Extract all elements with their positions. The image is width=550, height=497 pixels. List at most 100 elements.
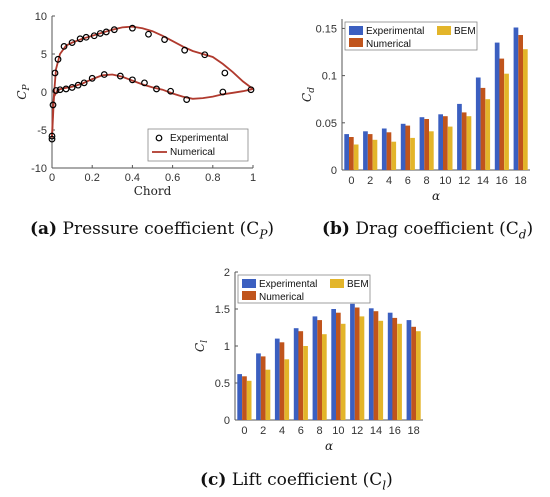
cl-bar-bem (303, 346, 308, 420)
cd-x-tick-label: 16 (496, 175, 508, 187)
cl-bar-experimental (312, 316, 318, 420)
cd-x-tick-label: 14 (477, 175, 489, 187)
cl-bar-experimental (387, 312, 393, 420)
cl-y-axis-label: Cl (193, 340, 210, 352)
caption-a-tag: (a) (30, 219, 58, 239)
cd-x-axis-label: α (432, 189, 440, 203)
cp-legend-label-numerical: Numerical (170, 147, 215, 158)
cd-y-tick-label: 0.15 (316, 23, 337, 35)
cl-bar-numerical (298, 331, 304, 420)
cp-legend-marker-experimental (155, 134, 163, 142)
cl-legend-box (237, 274, 371, 304)
cp-y-axis-label: CP (15, 83, 32, 99)
cd-bar-numerical (386, 132, 392, 171)
cl-bar-bem (416, 331, 421, 420)
caption-drag-coefficient: (b) Drag coefficient (Cd) (322, 219, 533, 241)
caption-lift-coefficient: (c) Lift coefficient (Cl) (200, 470, 393, 492)
cl-bar-numerical (373, 311, 379, 420)
cp-experimental-point (52, 87, 60, 94)
cl-bar-experimental (331, 309, 336, 420)
cd-y-tick-label: 0 (331, 165, 337, 177)
cl-bar-experimental (256, 353, 261, 420)
cd-bar-bem (391, 141, 397, 170)
cl-bar-experimental (350, 303, 355, 420)
cd-legend-swatch-experimental (349, 26, 363, 35)
cd-bar-numerical (367, 134, 373, 170)
cd-x-tick-label: 4 (386, 175, 392, 187)
cp-experimental-point (167, 87, 174, 95)
cp-experimental-point (201, 51, 209, 59)
cp-experimental-point (183, 96, 191, 103)
cd-chart: 0 0.05 0.1 0.15 0 2 4 6 8 10 12 14 16 18 α Experimental… (316, 19, 530, 203)
cd-legend-label-numerical: Numerical (366, 39, 411, 50)
cp-y-tick-label: -10 (31, 163, 47, 175)
cp-numerical-upper-line (51, 25, 254, 138)
cl-legend-swatch-experimental (242, 279, 256, 288)
cd-legend-label-bem: BEM (454, 26, 476, 37)
caption-c-text: Lift coefficient (C (231, 470, 383, 490)
cl-bar-experimental (293, 328, 299, 420)
cl-bar-experimental (237, 374, 242, 420)
cp-experimental-point (141, 79, 148, 87)
cp-experimental-point (90, 32, 98, 40)
cl-bar-numerical (242, 376, 247, 420)
cp-experimental-point (96, 30, 104, 37)
cp-experimental-point (128, 24, 136, 32)
cl-bar-numerical (354, 307, 360, 420)
cl-x-tick-label: 6 (298, 425, 304, 437)
cp-experimental-point (145, 30, 152, 38)
cd-bar-bem (410, 137, 415, 170)
cd-bar-bem (353, 144, 359, 170)
caption-b-tag: (b) (322, 219, 350, 239)
cp-experimental-point (247, 86, 255, 94)
cp-experimental-point (48, 135, 56, 143)
cd-x-tick-label: 0 (348, 175, 354, 187)
cp-experimental-point (68, 39, 76, 46)
caption-a-sub: P (259, 227, 268, 242)
cp-experimental-point (100, 71, 108, 78)
cl-x-tick-label: 10 (332, 425, 344, 437)
cl-bar-experimental (406, 320, 412, 420)
cd-bar-numerical (349, 137, 354, 170)
cd-y-tick-label: 0.1 (322, 71, 337, 83)
cl-legend-label-bem: BEM (347, 279, 369, 290)
cp-experimental-point (49, 101, 57, 109)
cd-x-tick-label: 2 (367, 175, 373, 187)
cd-bar-bem (429, 131, 434, 170)
cp-experimental-point (62, 85, 70, 93)
caption-a-text: Pressure coefficient (C (62, 219, 260, 239)
cl-bar-bem (359, 316, 365, 420)
cp-x-tick-label: 0.4 (125, 172, 140, 184)
cl-bar-bem (397, 323, 402, 420)
cl-x-tick-label: 0 (241, 425, 247, 437)
cl-x-tick-label: 12 (351, 425, 363, 437)
cp-experimental-point (221, 69, 229, 77)
cd-x-tick-label: 8 (424, 175, 430, 187)
cp-y-tick-label: 0 (41, 87, 47, 99)
caption-c-tag: (c) (200, 470, 227, 490)
cl-bar-numerical (279, 342, 285, 420)
cl-legend-swatch-bem (330, 279, 344, 288)
cp-experimental-point (60, 43, 68, 50)
caption-c-sub: l (382, 478, 387, 493)
cd-bar-numerical (424, 119, 429, 170)
cp-experimental-point (219, 88, 227, 96)
cd-y-tick-label: 0.05 (316, 118, 337, 130)
cp-experimental-point (48, 132, 56, 140)
cd-legend-swatch-bem (437, 26, 451, 35)
cd-bar-experimental (457, 103, 462, 170)
caption-b-text: Drag coefficient (C (355, 219, 519, 239)
cd-bar-bem (523, 49, 528, 171)
cd-bar-numerical (480, 87, 486, 170)
cd-bar-experimental (363, 131, 368, 170)
cd-bar-experimental (419, 117, 425, 170)
cl-legend-label-experimental: Experimental (259, 279, 317, 290)
caption-c-close: ) (386, 470, 393, 490)
cp-y-tick-label: 5 (41, 49, 47, 61)
cl-x-tick-label: 16 (389, 425, 401, 437)
cp-x-tick-label: 0.2 (85, 172, 100, 184)
cd-bar-bem (372, 139, 378, 170)
cd-bar-bem (485, 99, 491, 170)
cp-experimental-point (88, 74, 96, 82)
cl-y-tick-label: 2 (224, 267, 230, 279)
